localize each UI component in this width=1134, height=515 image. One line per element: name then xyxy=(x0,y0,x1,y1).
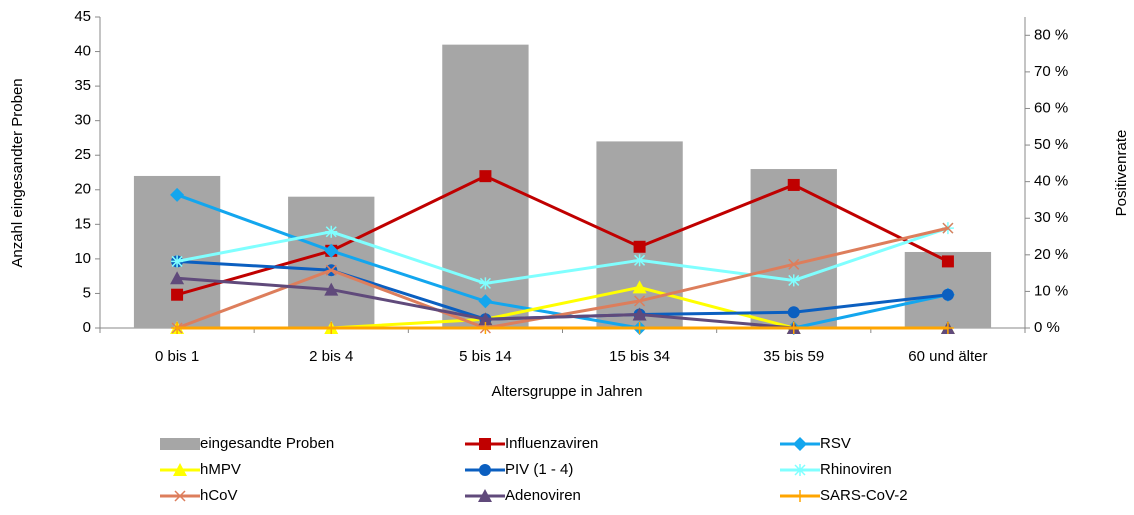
y-tick-label: 15 xyxy=(74,215,91,232)
y-tick-label: 30 xyxy=(74,112,91,129)
legend-marker xyxy=(479,438,491,450)
legend-marker xyxy=(478,489,492,502)
point xyxy=(171,288,184,301)
legend-label: Adenoviren xyxy=(505,487,581,504)
y2-tick-label: 10 % xyxy=(1034,282,1068,299)
y2-tick-label: 20 % xyxy=(1034,246,1068,263)
point xyxy=(478,312,493,326)
point xyxy=(941,288,954,301)
legend-label: PIV (1 - 4) xyxy=(505,461,573,478)
y-tick-label: 25 xyxy=(74,146,91,163)
y-tick-label: 5 xyxy=(83,284,91,301)
y2-tick-label: 40 % xyxy=(1034,173,1068,190)
x-tick-label: 60 und älter xyxy=(908,348,987,365)
legend-marker xyxy=(794,464,806,476)
y-tick-label: 0 xyxy=(83,319,91,336)
y2-axis-title: Positivenrate xyxy=(1113,130,1130,217)
point xyxy=(941,255,954,268)
point xyxy=(325,264,337,276)
legend-label: Rhinoviren xyxy=(820,461,892,478)
legend-label: Influenzaviren xyxy=(505,435,598,452)
point xyxy=(788,258,800,270)
point xyxy=(942,222,954,234)
x-tick-label: 0 bis 1 xyxy=(155,348,199,365)
line xyxy=(176,226,949,285)
point xyxy=(171,255,184,268)
legend-marker xyxy=(794,490,806,502)
y2-tick-label: 60 % xyxy=(1034,99,1068,116)
legend-label: hMPV xyxy=(200,461,241,478)
point xyxy=(479,322,492,334)
legend-label: hCoV xyxy=(200,487,238,504)
point xyxy=(633,240,646,253)
y2-tick-label: 0 % xyxy=(1034,319,1060,336)
point xyxy=(479,170,492,183)
legend-swatch xyxy=(160,438,200,450)
bar xyxy=(750,169,837,328)
x-tick-label: 5 bis 14 xyxy=(459,348,512,365)
point xyxy=(633,254,646,267)
bar xyxy=(288,196,375,328)
y-tick-label: 40 xyxy=(74,43,91,60)
legend-label: RSV xyxy=(820,435,851,452)
legend-label: SARS-CoV-2 xyxy=(820,487,908,504)
y2-tick-label: 70 % xyxy=(1034,63,1068,80)
y2-tick-label: 30 % xyxy=(1034,209,1068,226)
x-axis-title: Altersgruppe in Jahren xyxy=(492,383,643,400)
point xyxy=(787,322,800,334)
legend-label: eingesandte Proben xyxy=(200,435,334,452)
point xyxy=(787,178,800,191)
point xyxy=(325,225,338,238)
point xyxy=(479,277,492,290)
point xyxy=(478,294,493,309)
x-tick-label: 35 bis 59 xyxy=(763,348,824,365)
point xyxy=(633,322,646,334)
y-tick-label: 10 xyxy=(74,250,91,267)
point xyxy=(787,274,800,287)
y-tick-label: 20 xyxy=(74,181,91,198)
point xyxy=(325,322,338,334)
point xyxy=(324,243,339,258)
legend-marker xyxy=(479,464,491,476)
y2-tick-label: 50 % xyxy=(1034,136,1068,153)
legend-marker xyxy=(793,437,807,451)
point xyxy=(634,295,646,307)
point xyxy=(170,271,185,285)
point xyxy=(170,187,185,202)
x-tick-label: 15 bis 34 xyxy=(609,348,670,365)
y-tick-label: 45 xyxy=(74,8,91,25)
point xyxy=(632,307,647,321)
y2-tick-label: 80 % xyxy=(1034,26,1068,43)
y-tick-label: 35 xyxy=(74,77,91,94)
x-tick-label: 2 bis 4 xyxy=(309,348,353,365)
point xyxy=(171,322,184,334)
point xyxy=(941,322,954,334)
legend-marker xyxy=(173,463,187,476)
y-axis-title: Anzahl eingesandter Proben xyxy=(9,78,26,267)
point xyxy=(632,280,647,294)
legend-marker xyxy=(174,490,186,502)
point xyxy=(787,306,800,319)
line xyxy=(176,174,949,297)
point xyxy=(324,282,339,296)
line xyxy=(176,226,949,330)
